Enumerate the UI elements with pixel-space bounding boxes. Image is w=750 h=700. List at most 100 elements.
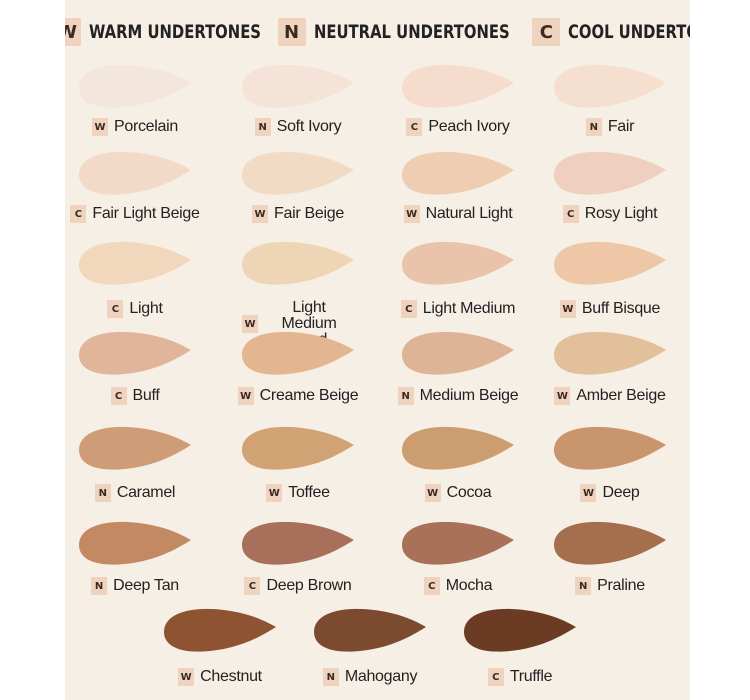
undertone-badge: C <box>400 300 417 318</box>
shade-item: N Praline <box>535 517 685 595</box>
undertone-badge: N <box>91 577 108 595</box>
swatch-svg <box>402 64 514 108</box>
shade-label: N Soft Ivory <box>223 118 373 136</box>
shade-label: C Mocha <box>383 577 533 595</box>
swatch-svg <box>554 64 666 108</box>
shade-name: Light Medium <box>422 300 516 317</box>
swatch <box>554 64 666 108</box>
shade-item: C Light Medium <box>383 237 533 318</box>
shade-name: Rosy Light <box>584 205 658 222</box>
shade-name: Caramel <box>116 484 176 501</box>
shade-label: W Fair Beige <box>223 205 373 223</box>
swatch <box>402 331 514 375</box>
undertone-badge: C <box>244 577 261 595</box>
swatch <box>79 521 191 565</box>
shade-label: N Fair <box>535 118 685 136</box>
shade-label: C Peach Ivory <box>383 118 533 136</box>
swatch-svg <box>554 151 666 195</box>
shade-name: Amber Beige <box>576 387 666 404</box>
undertone-badge: C <box>562 205 579 223</box>
swatch <box>402 64 514 108</box>
shade-chart: W WARM UNDERTONES N NEUTRAL UNDERTONES C COOL… <box>65 0 690 700</box>
undertone-badge: W <box>580 484 597 502</box>
swatch-svg <box>314 608 426 652</box>
shade-label: W Creame Beige <box>223 387 373 405</box>
undertone-badge: W <box>91 118 108 136</box>
undertone-badge: C <box>406 118 423 136</box>
shade-name: Toffee <box>288 484 330 501</box>
shade-name: Natural Light <box>425 205 513 222</box>
shade-item: W Fair Beige <box>223 147 373 223</box>
swatch-svg <box>242 521 354 565</box>
shade-name: Deep Tan <box>113 577 179 594</box>
shade-item: C Peach Ivory <box>383 60 533 136</box>
shade-name: Fair Light Beige <box>92 205 200 222</box>
swatch <box>554 241 666 285</box>
legend-item: W WARM UNDERTONES <box>65 18 261 46</box>
undertone-badge: N <box>254 118 271 136</box>
shade-item: W Creame Beige <box>223 327 373 405</box>
undertone-badge: N <box>585 118 602 136</box>
swatch-svg <box>402 241 514 285</box>
swatch <box>79 426 191 470</box>
shade-item: N Fair <box>535 60 685 136</box>
swatch <box>79 151 191 195</box>
swatch <box>242 151 354 195</box>
shade-name: Peach Ivory <box>428 118 510 135</box>
swatch-svg <box>242 426 354 470</box>
shade-name: Creame Beige <box>259 387 359 404</box>
undertone-badge: N <box>94 484 111 502</box>
shade-name: Cocoa <box>446 484 492 501</box>
shade-label: N Caramel <box>65 484 210 502</box>
legend-item: C COOL UNDERTONES <box>532 18 690 46</box>
shade-name: Medium Beige <box>419 387 519 404</box>
swatch <box>242 331 354 375</box>
shade-name: Deep <box>602 484 640 501</box>
shade-label: N Praline <box>535 577 685 595</box>
undertone-badge: W <box>554 387 571 405</box>
swatch-svg <box>554 521 666 565</box>
shade-item: N Deep Tan <box>65 517 210 595</box>
shade-item: W Porcelain <box>65 60 210 136</box>
swatch-svg <box>402 331 514 375</box>
shade-label: W Natural Light <box>383 205 533 223</box>
undertone-badge: W <box>424 484 441 502</box>
swatch <box>242 64 354 108</box>
swatch <box>402 241 514 285</box>
swatch <box>554 426 666 470</box>
swatch-svg <box>79 521 191 565</box>
shade-name: Mahogany <box>344 668 418 685</box>
swatch <box>79 331 191 375</box>
swatch <box>242 521 354 565</box>
undertone-badge: W <box>65 18 81 46</box>
undertone-badge: C <box>110 387 127 405</box>
swatch-svg <box>402 426 514 470</box>
shade-item: W Amber Beige <box>535 327 685 405</box>
legend-label: NEUTRAL UNDERTONES <box>313 21 510 43</box>
shade-name: Fair Beige <box>274 205 344 222</box>
swatch-svg <box>164 608 276 652</box>
shade-label: W Amber Beige <box>535 387 685 405</box>
undertone-badge: N <box>575 577 592 595</box>
shade-label: C Buff <box>65 387 210 405</box>
undertone-badge: W <box>266 484 283 502</box>
swatch <box>79 64 191 108</box>
shade-item: C Truffle <box>445 604 595 686</box>
shade-label: N Medium Beige <box>383 387 533 405</box>
shade-label: C Light Medium <box>383 300 533 318</box>
shade-item: C Deep Brown <box>223 517 373 595</box>
shade-name: Fair <box>607 118 635 135</box>
swatch <box>314 608 426 652</box>
shade-item: W Chestnut <box>145 604 295 686</box>
swatch-svg <box>79 64 191 108</box>
shade-item: N Mahogany <box>295 604 445 686</box>
shade-item: N Medium Beige <box>383 327 533 405</box>
shade-name: Buff Bisque <box>581 300 661 317</box>
swatch <box>554 331 666 375</box>
undertone-badge: C <box>70 205 87 223</box>
swatch-svg <box>402 151 514 195</box>
shade-label: W Chestnut <box>145 668 295 686</box>
shade-label: C Truffle <box>445 668 595 686</box>
swatch <box>402 521 514 565</box>
